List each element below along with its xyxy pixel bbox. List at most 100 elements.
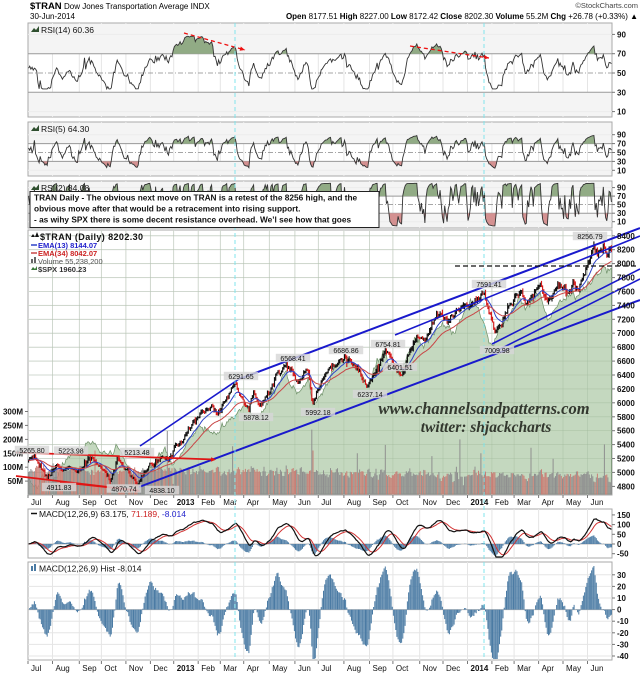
svg-text:70: 70 bbox=[617, 50, 626, 59]
svg-text:7591.41: 7591.41 bbox=[476, 282, 501, 289]
svg-text:Dow Jones Transportation Avera: Dow Jones Transportation Average INDX bbox=[64, 2, 210, 11]
svg-text:Jul: Jul bbox=[31, 498, 41, 507]
svg-text:30-Jun-2014: 30-Jun-2014 bbox=[30, 12, 75, 21]
svg-text:6237.14: 6237.14 bbox=[357, 392, 382, 399]
svg-text:Dec: Dec bbox=[446, 498, 460, 507]
svg-text:Oct: Oct bbox=[104, 498, 117, 507]
svg-text:5400: 5400 bbox=[617, 441, 635, 450]
svg-text:150: 150 bbox=[617, 511, 631, 520]
svg-text:6200: 6200 bbox=[617, 385, 635, 394]
svg-text:Jun: Jun bbox=[298, 498, 311, 507]
svg-text:7000: 7000 bbox=[617, 329, 635, 338]
svg-text:6000: 6000 bbox=[617, 399, 635, 408]
svg-text:obvious move after that would: obvious move after that would be a retra… bbox=[34, 204, 300, 214]
svg-text:May: May bbox=[566, 664, 581, 673]
svg-text:6400: 6400 bbox=[617, 371, 635, 380]
svg-text:7800: 7800 bbox=[617, 274, 635, 283]
svg-text:twitter: shjackcharts: twitter: shjackcharts bbox=[421, 419, 551, 436]
svg-text:Sep: Sep bbox=[373, 664, 388, 673]
svg-text:50: 50 bbox=[617, 149, 626, 158]
svg-text:-40: -40 bbox=[617, 652, 629, 661]
svg-text:Dec: Dec bbox=[153, 664, 167, 673]
svg-text:4870.74: 4870.74 bbox=[111, 486, 136, 493]
svg-text:Jun: Jun bbox=[298, 664, 311, 673]
svg-text:Apr: Apr bbox=[247, 664, 260, 673]
svg-text:6291.65: 6291.65 bbox=[228, 374, 253, 381]
svg-text:6568.41: 6568.41 bbox=[280, 356, 305, 363]
svg-text:Aug: Aug bbox=[56, 664, 70, 673]
svg-text:Mar: Mar bbox=[517, 498, 531, 507]
svg-text:©StockCharts.com: ©StockCharts.com bbox=[575, 1, 638, 10]
svg-text:8200: 8200 bbox=[617, 246, 635, 255]
svg-text:5992.18: 5992.18 bbox=[305, 410, 330, 417]
svg-text:5000: 5000 bbox=[617, 468, 635, 477]
svg-text:100M: 100M bbox=[3, 463, 23, 472]
svg-text:RSI(14) 60.36: RSI(14) 60.36 bbox=[41, 25, 94, 35]
svg-text:-50: -50 bbox=[617, 550, 629, 559]
svg-text:Oct: Oct bbox=[396, 664, 409, 673]
svg-text:6754.81: 6754.81 bbox=[375, 342, 400, 349]
svg-text:Jul: Jul bbox=[321, 498, 331, 507]
svg-text:5265.80: 5265.80 bbox=[19, 448, 44, 455]
svg-text:Jun: Jun bbox=[591, 664, 604, 673]
svg-text:10: 10 bbox=[617, 166, 626, 175]
svg-text:10: 10 bbox=[617, 594, 626, 603]
svg-text:MACD(12,26,9) Hist -8.014: MACD(12,26,9) Hist -8.014 bbox=[39, 564, 142, 574]
svg-text:Mar: Mar bbox=[517, 664, 531, 673]
svg-text:50: 50 bbox=[617, 69, 626, 78]
svg-text:90: 90 bbox=[617, 131, 626, 140]
svg-text:20: 20 bbox=[617, 582, 626, 591]
svg-text:8000: 8000 bbox=[617, 260, 635, 269]
svg-text:Nov: Nov bbox=[423, 498, 437, 507]
svg-text:2013: 2013 bbox=[177, 498, 195, 507]
svg-text:Nov: Nov bbox=[129, 498, 143, 507]
svg-text:$SPX 1960.23: $SPX 1960.23 bbox=[38, 265, 86, 274]
svg-text:4911.83: 4911.83 bbox=[47, 485, 72, 492]
svg-text:Apr: Apr bbox=[247, 498, 260, 507]
svg-text:Aug: Aug bbox=[347, 664, 361, 673]
svg-text:0: 0 bbox=[617, 540, 622, 549]
svg-text:-20: -20 bbox=[617, 629, 629, 638]
svg-text:50: 50 bbox=[617, 201, 626, 210]
svg-text:30: 30 bbox=[617, 571, 626, 580]
svg-text:6686.86: 6686.86 bbox=[333, 348, 358, 355]
svg-text:6401.51: 6401.51 bbox=[387, 365, 412, 372]
svg-text:Volume 55,238,200: Volume 55,238,200 bbox=[38, 257, 103, 266]
svg-text:$TRAN: $TRAN bbox=[30, 1, 62, 12]
svg-text:Nov: Nov bbox=[423, 664, 437, 673]
svg-text:4800: 4800 bbox=[617, 482, 635, 491]
svg-text:-30: -30 bbox=[617, 640, 629, 649]
svg-text:10: 10 bbox=[617, 218, 626, 227]
svg-text:Aug: Aug bbox=[56, 498, 70, 507]
svg-text:300M: 300M bbox=[3, 408, 23, 417]
svg-text:Aug: Aug bbox=[347, 498, 361, 507]
svg-text:MACD(12,26,9) 63.175, 71.189,: MACD(12,26,9) 63.175, 71.189, -8.014 bbox=[39, 509, 186, 519]
svg-text:70: 70 bbox=[617, 140, 626, 149]
svg-text:Feb: Feb bbox=[201, 498, 215, 507]
svg-text:May: May bbox=[272, 664, 287, 673]
svg-text:RSI(2) 84.08: RSI(2) 84.08 bbox=[41, 183, 89, 193]
svg-text:EMA(34) 8042.07: EMA(34) 8042.07 bbox=[38, 249, 97, 258]
svg-text:250M: 250M bbox=[3, 421, 23, 430]
svg-text:5200: 5200 bbox=[617, 455, 635, 464]
svg-text:Oct: Oct bbox=[396, 498, 409, 507]
svg-text:Mar: Mar bbox=[223, 498, 237, 507]
svg-text:Feb: Feb bbox=[201, 664, 215, 673]
svg-text:Feb: Feb bbox=[495, 664, 509, 673]
svg-text:Apr: Apr bbox=[542, 498, 555, 507]
svg-text:70: 70 bbox=[617, 192, 626, 201]
svg-text:May: May bbox=[272, 498, 287, 507]
svg-text:Oct: Oct bbox=[104, 664, 117, 673]
svg-text:May: May bbox=[566, 498, 581, 507]
svg-text:6600: 6600 bbox=[617, 357, 635, 366]
svg-text:6800: 6800 bbox=[617, 343, 635, 352]
svg-text:Sep: Sep bbox=[82, 664, 97, 673]
svg-text:30: 30 bbox=[617, 88, 626, 97]
svg-text:5223.98: 5223.98 bbox=[58, 448, 83, 455]
svg-text:Open 8177.51 High 8227.00 Low: Open 8177.51 High 8227.00 Low 8172.42 Cl… bbox=[286, 12, 638, 21]
svg-text:Sep: Sep bbox=[82, 498, 97, 507]
svg-text:90: 90 bbox=[617, 184, 626, 193]
svg-text:Dec: Dec bbox=[446, 664, 460, 673]
svg-text:Dec: Dec bbox=[153, 498, 167, 507]
svg-text:EMA(13) 8144.07: EMA(13) 8144.07 bbox=[38, 241, 97, 250]
